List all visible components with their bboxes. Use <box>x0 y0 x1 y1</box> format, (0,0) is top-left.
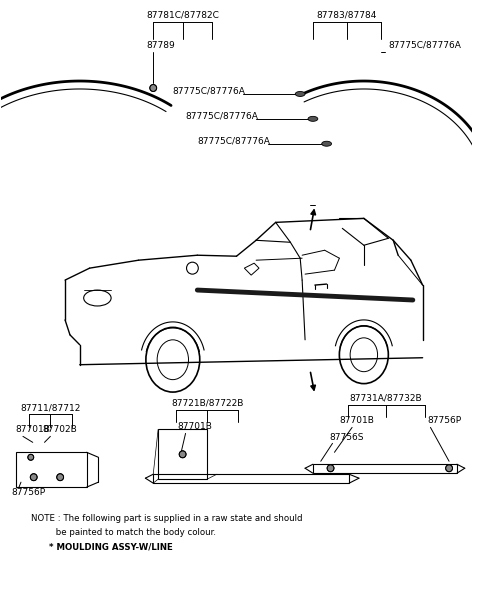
Bar <box>153 474 349 483</box>
Circle shape <box>327 465 334 472</box>
Text: 87711/87712: 87711/87712 <box>20 403 81 412</box>
Text: NOTE : The following part is supplied in a raw state and should: NOTE : The following part is supplied in… <box>31 514 302 523</box>
Text: 87702B: 87702B <box>43 425 77 434</box>
Text: 87775C/87776A: 87775C/87776A <box>197 136 270 145</box>
Text: 87789: 87789 <box>146 40 175 49</box>
Text: 87775C/87776A: 87775C/87776A <box>388 40 461 49</box>
Circle shape <box>30 474 37 481</box>
Text: 87731A/87732B: 87731A/87732B <box>349 393 422 402</box>
Ellipse shape <box>322 141 332 146</box>
Bar <box>313 464 457 473</box>
Text: 87756P: 87756P <box>11 488 45 497</box>
Text: 87775C/87776A: 87775C/87776A <box>173 86 246 95</box>
Ellipse shape <box>308 116 318 121</box>
Text: 87781C/87782C: 87781C/87782C <box>146 11 219 20</box>
Circle shape <box>150 84 156 92</box>
Circle shape <box>445 465 453 472</box>
Circle shape <box>57 474 63 481</box>
Text: 87701B: 87701B <box>15 425 50 434</box>
Text: 87701B: 87701B <box>339 416 374 425</box>
Text: 87756P: 87756P <box>428 416 462 425</box>
Circle shape <box>179 451 186 458</box>
Bar <box>158 429 207 479</box>
Text: 87756S: 87756S <box>330 433 364 442</box>
Bar <box>16 452 86 487</box>
Text: 87783/87784: 87783/87784 <box>316 11 376 20</box>
Text: 87721B/87722B: 87721B/87722B <box>171 398 243 407</box>
Ellipse shape <box>295 92 305 96</box>
Polygon shape <box>244 263 259 275</box>
Circle shape <box>28 454 34 460</box>
Text: 87701B: 87701B <box>178 422 213 431</box>
Text: 87775C/87776A: 87775C/87776A <box>186 112 258 121</box>
Text: * MOULDING ASSY-W/LINE: * MOULDING ASSY-W/LINE <box>31 542 172 551</box>
Text: be painted to match the body colour.: be painted to match the body colour. <box>31 528 216 537</box>
